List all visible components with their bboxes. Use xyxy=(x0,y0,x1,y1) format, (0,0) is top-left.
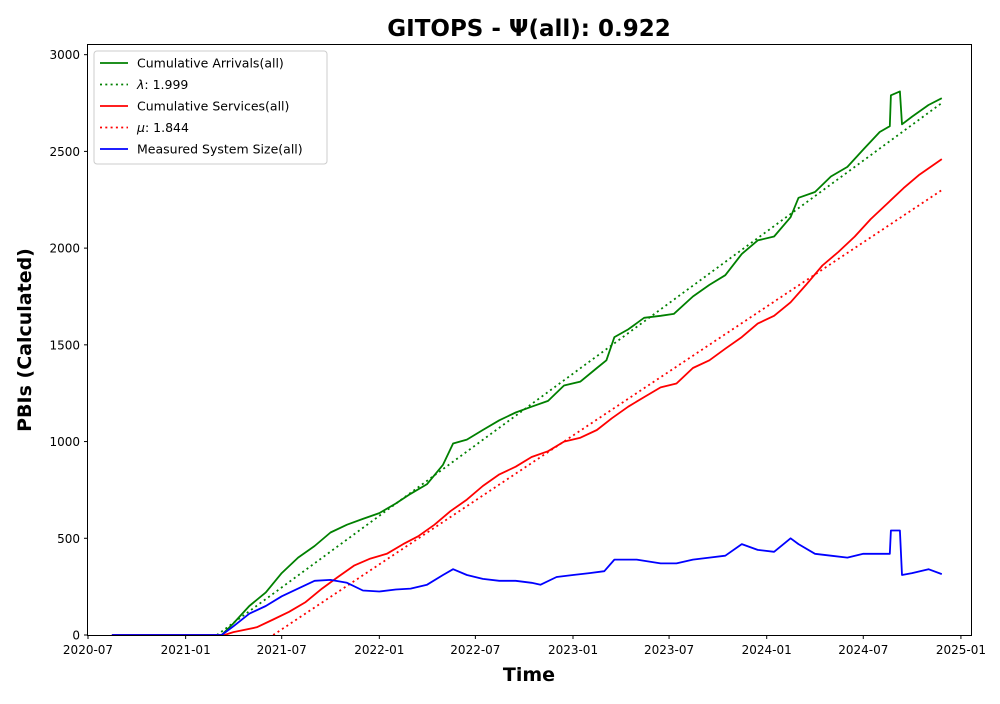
series-line-1 xyxy=(111,90,943,635)
y-axis-label: PBIs (Calculated) xyxy=(14,248,36,432)
y-tick-label: 0 xyxy=(72,629,80,643)
y-tick-label: 1000 xyxy=(49,435,80,449)
x-tick-label: 2020-07 xyxy=(63,643,113,657)
legend-label-4: μ: 1.844 xyxy=(136,120,189,135)
series-line-3 xyxy=(111,158,943,635)
legend-label-3: Cumulative Services(all) xyxy=(137,99,289,114)
x-tick-label: 2025-01 xyxy=(936,643,986,657)
legend: Cumulative Arrivals(all) λ: 1.999 Cumulati… xyxy=(93,50,328,165)
legend-label-5: Measured System Size(all) xyxy=(137,142,303,157)
series-line-4 xyxy=(272,189,943,635)
y-tick-label: 2500 xyxy=(49,145,80,159)
x-axis-label: Time xyxy=(503,664,555,686)
legend-label-2: λ: 1.999 xyxy=(136,77,188,92)
x-tick-label: 2024-01 xyxy=(742,643,792,657)
x-axis: 2020-07 2021-01 2021-07 2022-01 2022-07 2023-… xyxy=(63,635,986,657)
x-tick-label: 2022-01 xyxy=(354,643,404,657)
x-tick-label: 2022-07 xyxy=(450,643,500,657)
legend-label-1: Cumulative Arrivals(all) xyxy=(137,56,284,71)
x-tick-label: 2021-01 xyxy=(161,643,211,657)
legend-box xyxy=(93,50,328,165)
series-line-2 xyxy=(216,102,943,635)
y-tick-label: 2000 xyxy=(49,242,80,256)
x-tick-label: 2024-07 xyxy=(838,643,888,657)
x-tick-label: 2021-07 xyxy=(257,643,307,657)
x-tick-label: 2023-07 xyxy=(644,643,694,657)
y-axis: 0 500 1000 1500 2000 2500 3000 xyxy=(49,48,88,643)
y-tick-label: 3000 xyxy=(49,48,80,62)
chart-title: GITOPS - Ψ(all): 0.922 xyxy=(387,16,670,42)
series-line-5 xyxy=(111,529,943,635)
plot-area xyxy=(111,90,943,635)
plot-frame xyxy=(87,44,972,636)
y-tick-label: 1500 xyxy=(49,338,80,352)
y-tick-label: 500 xyxy=(57,532,80,546)
x-tick-label: 2023-01 xyxy=(548,643,598,657)
